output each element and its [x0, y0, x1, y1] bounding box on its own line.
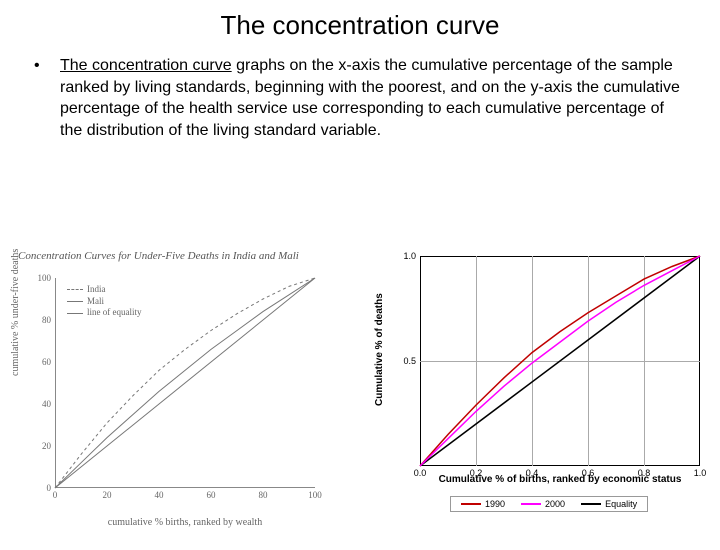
legend-item: 2000: [521, 499, 565, 509]
bullet-underlined: The concentration curve: [60, 57, 232, 74]
right-chart-curves: [420, 256, 700, 466]
bullet-marker: •: [28, 55, 60, 141]
left-chart-title: Concentration Curves for Under-Five Deat…: [0, 246, 360, 262]
slide-title: The concentration curve: [0, 10, 720, 41]
charts-row: Concentration Curves for Under-Five Deat…: [0, 246, 720, 546]
legend-swatch: [521, 503, 541, 505]
left-chart-ylabel: cumulative % under-five deaths: [10, 249, 21, 376]
right-chart-legend: 1990 2000 Equality: [450, 496, 648, 512]
left-xtick: 80: [259, 488, 268, 500]
right-chart-ylabel: Cumulative % of deaths: [374, 293, 385, 406]
left-xtick: 60: [207, 488, 216, 500]
legend-swatch: [461, 503, 481, 505]
legend-label: Equality: [605, 499, 637, 509]
left-ytick: 80: [31, 315, 55, 325]
right-chart: Cumulative % of deaths 0.51.0 0.00.20.40…: [360, 246, 720, 546]
left-ytick: 20: [31, 441, 55, 451]
bullet-text: The concentration curve graphs on the x-…: [60, 55, 692, 141]
left-ytick: 40: [31, 399, 55, 409]
right-ytick: 0.5: [396, 356, 420, 366]
left-chart-xlabel: cumulative % births, ranked by wealth: [55, 517, 315, 528]
left-chart-plot: IndiaMaliline of equality 020406080100 0…: [55, 278, 315, 488]
legend-item: 1990: [461, 499, 505, 509]
legend-label: 1990: [485, 499, 505, 509]
right-chart-plot: 0.51.0 0.00.20.40.60.81.0: [420, 256, 700, 466]
left-ytick: 0: [31, 483, 55, 493]
left-xtick: 100: [308, 488, 322, 500]
legend-swatch: [581, 503, 601, 505]
left-ytick: 60: [31, 357, 55, 367]
left-chart: Concentration Curves for Under-Five Deat…: [0, 246, 360, 546]
left-xtick: 20: [103, 488, 112, 500]
right-ytick: 1.0: [396, 251, 420, 261]
bullet-block: • The concentration curve graphs on the …: [0, 55, 720, 141]
left-chart-curves: [55, 278, 315, 488]
legend-label: 2000: [545, 499, 565, 509]
right-chart-xlabel: Cumulative % of births, ranked by econom…: [420, 474, 700, 485]
legend-item: Equality: [581, 499, 637, 509]
left-ytick: 100: [31, 273, 55, 283]
left-xtick: 0: [53, 488, 58, 500]
left-xtick: 40: [155, 488, 164, 500]
